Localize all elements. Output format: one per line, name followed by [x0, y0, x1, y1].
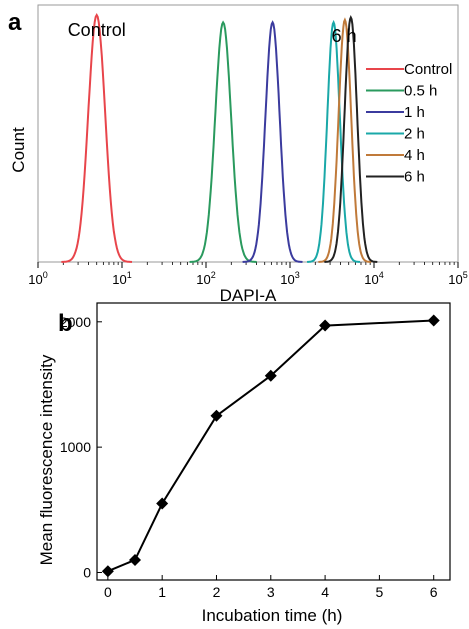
data-point — [129, 554, 141, 566]
x-axis-a: 100 101 102 103 104 105 — [28, 262, 467, 287]
y-axis-title-a: Count — [9, 127, 28, 173]
histogram-1-h — [243, 22, 303, 262]
legend-label: 6 h — [404, 169, 425, 186]
x-tick-label-b: 0 — [104, 584, 112, 600]
x-axis-title-b: Incubation time (h) — [202, 606, 343, 625]
legend-label: 1 h — [404, 104, 425, 121]
legend: Control 0.5 h 1 h 2 h 4 h 6 h — [366, 61, 452, 186]
x-tick-label-a: 100 — [28, 270, 47, 287]
legend-label: 2 h — [404, 126, 425, 143]
legend-label: Control — [404, 61, 452, 78]
x-tick-label-b: 2 — [213, 584, 221, 600]
x-tick-label-b: 3 — [267, 584, 275, 600]
panel-a-label: a — [8, 9, 22, 36]
data-point — [156, 498, 168, 510]
data-markers — [102, 315, 440, 578]
series-line — [108, 321, 434, 572]
legend-label: 4 h — [404, 147, 425, 164]
x-axis-title-a: DAPI-A — [220, 286, 277, 305]
x-tick-label-b: 4 — [321, 584, 329, 600]
histogram-control — [61, 15, 132, 262]
x-tick-label-b: 6 — [430, 584, 438, 600]
plot-frame-b — [97, 303, 450, 580]
panel-a-histogram: 100 101 102 103 104 105 Control 0.5 h 1 h 2 h 4 h… — [9, 5, 468, 305]
x-tick-label-b: 5 — [376, 584, 384, 600]
x-tick-label-b: 1 — [158, 584, 166, 600]
y-tick-label-b: 0 — [83, 564, 91, 580]
y-axis-title-b: Mean fluorescence intensity — [37, 354, 56, 565]
x-tick-label-a: 102 — [196, 270, 215, 287]
x-tick-label-a: 105 — [448, 270, 467, 287]
panel-b-line-chart: 0 1 2 3 4 5 6 0 1000 2000 Incubation time (h) Mea… — [37, 303, 450, 625]
y-tick-label-b: 2000 — [60, 314, 91, 330]
histogram-0.5-h — [190, 22, 257, 262]
annotation-6h: 6 h — [332, 26, 357, 46]
legend-label: 0.5 h — [404, 83, 437, 100]
y-tick-label-b: 1000 — [60, 439, 91, 455]
annotation-control: Control — [68, 20, 126, 40]
x-tick-label-a: 101 — [112, 270, 131, 287]
x-tick-label-a: 104 — [364, 270, 383, 287]
data-point — [428, 315, 440, 327]
data-point — [102, 565, 114, 577]
histogram-curves — [61, 15, 377, 262]
axes-b: 0 1 2 3 4 5 6 0 1000 2000 — [60, 314, 438, 600]
x-tick-label-a: 103 — [280, 270, 299, 287]
